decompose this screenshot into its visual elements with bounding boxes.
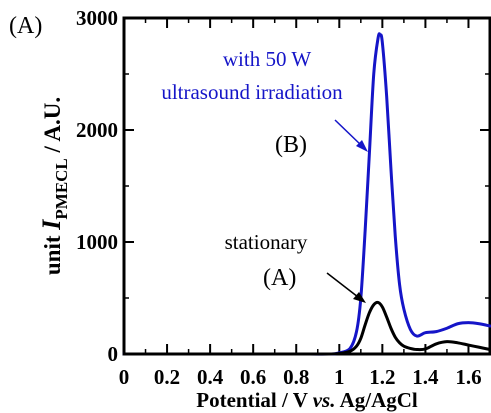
x-tick-label: 0 <box>119 365 130 389</box>
x-tick-label: 0.8 <box>283 365 309 389</box>
annotation-stationary: stationary <box>225 230 308 254</box>
y-tick-label: 2000 <box>76 118 118 142</box>
x-tick-label: 1.2 <box>369 365 395 389</box>
x-tick-label: 0.2 <box>154 365 180 389</box>
y-tick-label: 0 <box>108 342 119 366</box>
x-tick-label: 1.6 <box>455 365 481 389</box>
y-tick-label: 3000 <box>76 6 118 30</box>
x-tick-label: 0.4 <box>197 365 224 389</box>
x-tick-label: 1.4 <box>412 365 439 389</box>
y-axis-label: unit IPMECL / A.U. <box>37 97 71 275</box>
series-line-stationary <box>122 300 491 356</box>
arrow-stationary <box>326 272 366 303</box>
arrow-ultrasound <box>334 119 368 152</box>
annotation-ultrasound-line1: with 50 W <box>223 47 311 71</box>
x-tick-label: 1 <box>334 365 345 389</box>
annotation-label-b: (B) <box>275 132 307 158</box>
x-tick-label: 0.6 <box>240 365 266 389</box>
annotation-label-a: (A) <box>263 265 296 291</box>
tick-labels: 0 0.2 0.4 0.6 0.8 1 1.2 1.4 1.6 0 1000 2000 3000 <box>76 6 482 389</box>
annotation-ultrasound-line2: ultrasound irradiation <box>161 80 343 104</box>
x-axis-label: Potential / V vs. Ag/AgCl <box>196 388 418 412</box>
panel-label: (A) <box>9 13 42 39</box>
y-tick-label: 1000 <box>76 230 118 254</box>
series-lines <box>122 32 491 356</box>
